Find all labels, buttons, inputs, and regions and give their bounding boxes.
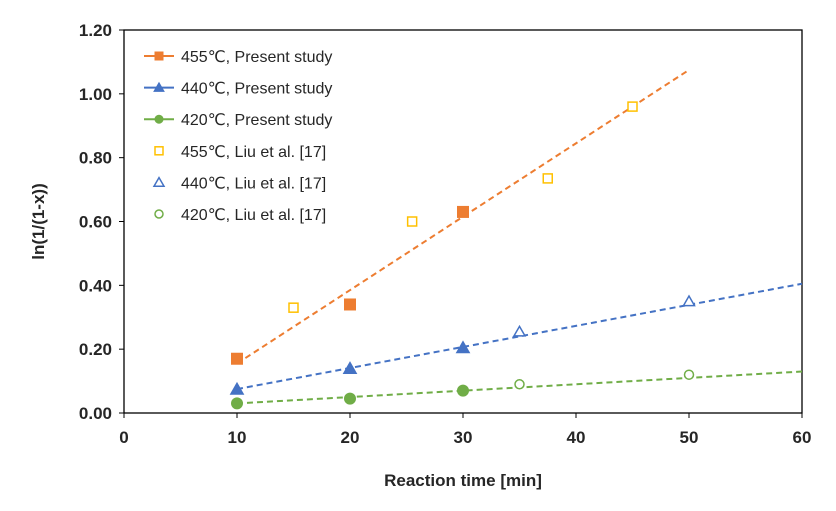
- x-tick-label: 0: [119, 428, 128, 447]
- x-tick-label: 60: [793, 428, 812, 447]
- data-point: [457, 205, 469, 218]
- data-point: [229, 381, 245, 395]
- legend: 455℃, Present study 440℃, Present study 42…: [144, 49, 332, 224]
- data-markers: [229, 101, 696, 410]
- legend-label: 420℃, Present study: [181, 112, 332, 129]
- trendline: [236, 282, 803, 391]
- data-point: [542, 173, 553, 184]
- legend-label: 455℃, Present study: [181, 49, 332, 66]
- x-tick-label: 10: [228, 428, 247, 447]
- data-point: [627, 101, 638, 112]
- y-tick-label: 0.40: [79, 276, 112, 295]
- data-point: [288, 302, 299, 313]
- data-point: [514, 379, 525, 390]
- legend-label: 440℃, Liu et al. [17]: [181, 175, 326, 192]
- legend-marker: [154, 51, 164, 61]
- legend-label: 455℃, Liu et al. [17]: [181, 144, 326, 161]
- x-axis-title: Reaction time [min]: [384, 471, 542, 490]
- data-point: [231, 397, 243, 410]
- x-tick-label: 40: [567, 428, 586, 447]
- y-tick-label: 1.00: [79, 85, 112, 104]
- legend-label: 440℃, Present study: [181, 81, 332, 98]
- axes: 0 10 20 30 40 50 60 0.00 0.20 0.40 0.60 0.80 1.00 1.2…: [79, 21, 812, 447]
- y-tick-label: 1.20: [79, 21, 112, 40]
- x-tick-label: 20: [341, 428, 360, 447]
- y-tick-label: 0.80: [79, 149, 112, 168]
- data-point: [342, 361, 358, 375]
- y-axis-title: ln(1/(1-x)): [29, 183, 48, 260]
- data-point: [457, 384, 469, 397]
- y-tick-label: 0.00: [79, 404, 112, 423]
- data-point: [512, 324, 527, 337]
- y-tick-label: 0.60: [79, 213, 112, 232]
- legend-marker: [154, 209, 164, 219]
- data-point: [344, 392, 356, 405]
- data-point: [455, 340, 471, 354]
- y-tick-label: 0.20: [79, 340, 112, 359]
- legend-marker: [153, 81, 165, 92]
- x-tick-label: 30: [454, 428, 473, 447]
- legend-marker: [154, 114, 164, 124]
- data-point: [231, 352, 243, 365]
- data-point: [682, 294, 696, 307]
- legend-marker: [154, 146, 164, 156]
- legend-label: 420℃, Liu et al. [17]: [181, 207, 326, 224]
- data-point: [344, 298, 356, 311]
- x-tick-label: 50: [680, 428, 699, 447]
- legend-marker: [152, 176, 166, 187]
- data-point: [406, 216, 418, 227]
- data-point: [683, 369, 695, 380]
